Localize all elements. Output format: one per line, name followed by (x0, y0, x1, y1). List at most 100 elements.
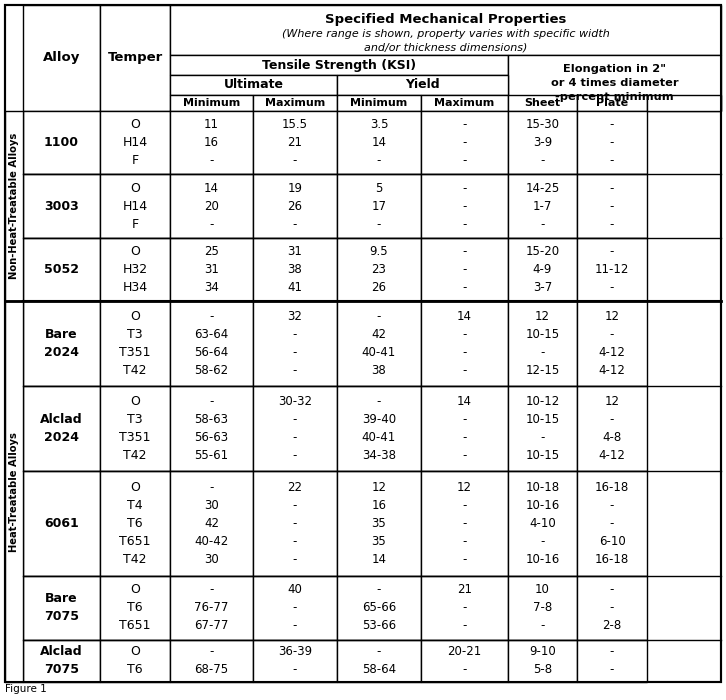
Bar (23, 5, 100, 111)
Text: Heat-Treatable Alloys: Heat-Treatable Alloys (9, 432, 19, 552)
Bar (337, 95, 421, 111)
Text: Minimum: Minimum (183, 98, 240, 108)
Bar (421, 576, 508, 640)
Bar (23, 174, 100, 238)
Text: Minimum: Minimum (351, 98, 407, 108)
Bar (253, 386, 337, 470)
Bar (23, 640, 100, 682)
Bar (337, 238, 421, 301)
Text: Alclad
2024: Alclad 2024 (40, 413, 83, 444)
Text: -
42
40-41
38: - 42 40-41 38 (362, 310, 396, 377)
Text: Bare
2024: Bare 2024 (44, 328, 79, 359)
Text: -
-
-: - - - (462, 245, 467, 294)
Text: 14
20
-: 14 20 - (204, 182, 219, 231)
Bar (170, 75, 337, 95)
Bar (577, 640, 647, 682)
Text: Alloy: Alloy (43, 52, 80, 64)
Text: -
-
-: - - - (610, 118, 614, 167)
Bar (253, 95, 337, 111)
Bar (577, 470, 647, 576)
Text: 19
26
-: 19 26 - (287, 182, 303, 231)
Text: 14-25
1-7
-: 14-25 1-7 - (526, 182, 560, 231)
Text: 15-20
4-9
3-7: 15-20 4-9 3-7 (526, 245, 560, 294)
Bar (100, 111, 170, 174)
Text: Maximum: Maximum (434, 98, 494, 108)
Bar (508, 576, 577, 640)
Text: 20-21
-: 20-21 - (447, 645, 481, 676)
Text: -
11-12
-: - 11-12 - (595, 245, 629, 294)
Text: 30-32
-
-
-: 30-32 - - - (278, 395, 312, 462)
Text: O
T6: O T6 (127, 645, 143, 676)
Bar (577, 111, 647, 174)
Text: 31
38
41: 31 38 41 (287, 245, 303, 294)
Bar (253, 576, 337, 640)
Text: -
-
2-8: - - 2-8 (603, 584, 621, 633)
Text: Sheet: Sheet (524, 98, 560, 108)
Bar (100, 386, 170, 470)
Text: Alclad
7075: Alclad 7075 (40, 645, 83, 676)
Bar (337, 301, 421, 386)
Text: Elongation in 2"
or 4 times diameter
-percent minimum: Elongation in 2" or 4 times diameter -pe… (551, 64, 678, 102)
Bar (23, 301, 100, 386)
Bar (253, 470, 337, 576)
Bar (508, 174, 577, 238)
Text: Ultimate: Ultimate (224, 78, 283, 92)
Text: 5
17
-: 5 17 - (372, 182, 386, 231)
Text: Yield: Yield (405, 78, 440, 92)
Bar (337, 174, 421, 238)
Bar (421, 111, 508, 174)
Bar (170, 238, 253, 301)
Bar (508, 640, 577, 682)
Bar (5, 111, 23, 301)
Bar (253, 111, 337, 174)
Bar (508, 386, 577, 470)
Text: 36-39
-: 36-39 - (278, 645, 312, 676)
Text: 12
10-15
-
12-15: 12 10-15 - 12-15 (526, 310, 560, 377)
Bar (337, 470, 421, 576)
Bar (100, 301, 170, 386)
Text: -
58-64: - 58-64 (362, 645, 396, 676)
Bar (170, 55, 508, 75)
Text: 12
-
-
-
-: 12 - - - - (457, 481, 472, 566)
Text: 32
-
-
-: 32 - - - (287, 310, 303, 377)
Text: 3.5
14
-: 3.5 14 - (370, 118, 388, 167)
Text: 15.5
21
-: 15.5 21 - (282, 118, 308, 167)
Text: Tensile Strength (KSI): Tensile Strength (KSI) (262, 59, 416, 71)
Bar (100, 174, 170, 238)
Bar (421, 95, 508, 111)
Bar (170, 470, 253, 576)
Bar (100, 238, 170, 301)
Text: and/or thickness dimensions): and/or thickness dimensions) (364, 43, 527, 53)
Text: 10-12
10-15
-
10-15: 10-12 10-15 - 10-15 (526, 395, 560, 462)
Bar (337, 111, 421, 174)
Bar (577, 576, 647, 640)
Bar (508, 238, 577, 301)
Text: -
58-63
56-63
55-61: - 58-63 56-63 55-61 (195, 395, 229, 462)
Text: Non-Heat-Treatable Alloys: Non-Heat-Treatable Alloys (9, 133, 19, 279)
Bar (337, 75, 508, 95)
Text: -
63-64
56-64
58-62: - 63-64 56-64 58-62 (195, 310, 229, 377)
Bar (577, 386, 647, 470)
Bar (23, 386, 100, 470)
Text: Bare
7075: Bare 7075 (44, 592, 79, 624)
Text: 14
-
-
-: 14 - - - (457, 310, 472, 377)
Text: (Where range is shown, property varies with specific width: (Where range is shown, property varies w… (282, 29, 609, 39)
Bar (23, 576, 100, 640)
Text: 10
7-8
-: 10 7-8 - (533, 584, 552, 633)
Text: -
-
-: - - - (610, 182, 614, 231)
Bar (508, 111, 577, 174)
Bar (253, 174, 337, 238)
Bar (253, 238, 337, 301)
Bar (508, 470, 577, 576)
Text: -
-
-: - - - (462, 182, 467, 231)
Bar (577, 301, 647, 386)
Text: -
30
42
40-42
30: - 30 42 40-42 30 (195, 481, 229, 566)
Text: Plate: Plate (596, 98, 628, 108)
Bar (23, 111, 100, 174)
Bar (508, 55, 721, 111)
Text: 15-30
3-9
-: 15-30 3-9 - (526, 118, 560, 167)
Text: O
H14
F: O H14 F (123, 182, 147, 231)
Bar (577, 95, 647, 111)
Text: 12
16
35
35
14: 12 16 35 35 14 (372, 481, 386, 566)
Bar (100, 640, 170, 682)
